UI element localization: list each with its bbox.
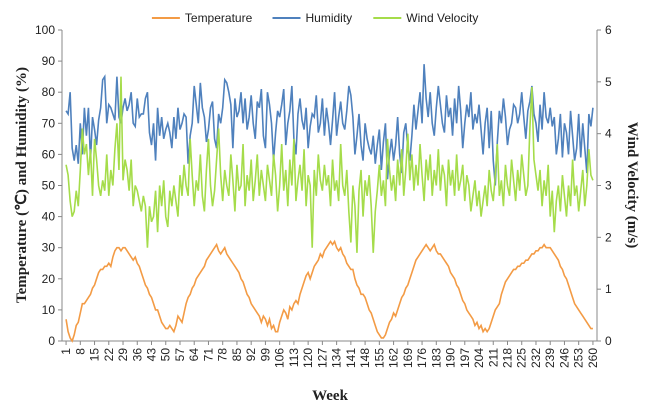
y-axis-title: Temperature (℃) and Humidity (%) <box>14 67 30 303</box>
x-tick-label: 127 <box>315 348 329 368</box>
x-tick-label: 113 <box>287 348 301 367</box>
x-tick-label: 218 <box>500 348 514 368</box>
x-tick-label: 246 <box>557 348 571 368</box>
x-tick-label: 197 <box>458 348 472 368</box>
y2-tick-label: 3 <box>605 179 612 193</box>
y2-tick-label: 1 <box>605 282 612 296</box>
y-tick-label: 0 <box>48 334 55 348</box>
x-tick-label: 78 <box>216 348 230 362</box>
y-tick-label: 20 <box>42 272 56 286</box>
x-tick-label: 225 <box>515 348 529 368</box>
y-tick-label: 50 <box>42 179 56 193</box>
x-tick-label: 57 <box>173 348 187 362</box>
x-tick-label: 71 <box>201 348 215 362</box>
x-tick-label: 148 <box>358 348 372 368</box>
x-tick-label: 106 <box>273 348 287 368</box>
x-tick-label: 260 <box>586 348 600 368</box>
x-tick-label: 134 <box>330 348 344 368</box>
y-tick-label: 90 <box>42 54 56 68</box>
series-line <box>65 239 593 343</box>
x-tick-label: 8 <box>73 348 87 355</box>
x-tick-label: 22 <box>102 348 116 362</box>
series-line <box>65 76 594 253</box>
x-tick-label: 239 <box>543 348 557 368</box>
y-tick-label: 40 <box>42 210 56 224</box>
x-tick-label: 162 <box>387 348 401 368</box>
x-tick-label: 183 <box>429 348 443 368</box>
x-tick-label: 43 <box>145 348 159 362</box>
y2-tick-label: 0 <box>605 334 612 348</box>
y2-tick-label: 6 <box>605 23 612 37</box>
x-tick-label: 155 <box>372 348 386 368</box>
x-tick-label: 176 <box>415 348 429 368</box>
legend-label: Temperature <box>185 11 253 25</box>
x-tick-label: 232 <box>529 348 543 368</box>
legend-label: Humidity <box>306 11 353 25</box>
x-tick-label: 36 <box>130 348 144 362</box>
x-tick-label: 1 <box>59 348 73 355</box>
x-tick-label: 64 <box>187 348 201 362</box>
x-axis-title: Week <box>312 388 348 404</box>
y2-tick-label: 5 <box>605 75 612 89</box>
x-tick-label: 29 <box>116 348 130 362</box>
x-tick-label: 253 <box>572 348 586 368</box>
x-tick-label: 204 <box>472 348 486 368</box>
y-tick-label: 70 <box>42 116 56 130</box>
x-tick-label: 15 <box>88 348 102 362</box>
y-tick-label: 80 <box>42 85 56 99</box>
x-tick-label: 50 <box>159 348 173 362</box>
x-tick-label: 92 <box>244 348 258 362</box>
y-tick-label: 30 <box>42 241 56 255</box>
x-tick-label: 120 <box>301 348 315 368</box>
x-tick-label: 169 <box>401 348 415 368</box>
y2-axis-title: Wind Velocity (m/s) <box>624 122 640 248</box>
y2-tick-label: 4 <box>605 127 612 141</box>
x-tick-label: 211 <box>486 348 500 367</box>
x-tick-label: 85 <box>230 348 244 362</box>
y2-tick-label: 2 <box>605 230 612 244</box>
x-tick-label: 141 <box>344 348 358 368</box>
x-tick-label: 190 <box>444 348 458 368</box>
x-tick-label: 99 <box>258 348 272 362</box>
y-tick-label: 100 <box>35 23 55 37</box>
series-line <box>65 64 594 186</box>
y-tick-label: 60 <box>42 147 56 161</box>
legend-label: Wind Velocity <box>406 11 478 25</box>
y-tick-label: 10 <box>42 303 56 317</box>
